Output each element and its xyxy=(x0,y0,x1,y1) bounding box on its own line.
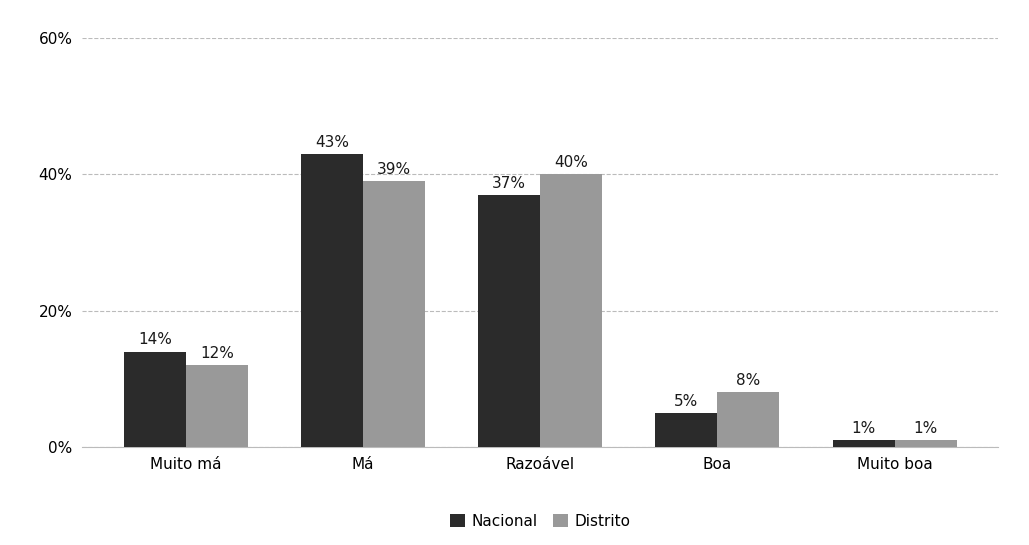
Text: 37%: 37% xyxy=(492,175,526,191)
Text: 40%: 40% xyxy=(555,155,589,170)
Bar xyxy=(540,174,602,447)
Bar xyxy=(363,181,425,447)
Text: 43%: 43% xyxy=(315,135,349,150)
Bar xyxy=(123,352,186,447)
Bar xyxy=(894,440,957,447)
Text: 5%: 5% xyxy=(674,393,699,409)
Bar xyxy=(655,413,717,447)
Text: 1%: 1% xyxy=(851,421,876,436)
Bar xyxy=(478,195,540,447)
Text: 8%: 8% xyxy=(736,373,760,388)
Bar xyxy=(186,365,248,447)
Text: 1%: 1% xyxy=(914,421,937,436)
Bar xyxy=(832,440,894,447)
Text: 39%: 39% xyxy=(377,162,412,177)
Bar xyxy=(301,154,363,447)
Text: 14%: 14% xyxy=(138,332,172,348)
Bar xyxy=(717,392,779,447)
Text: 12%: 12% xyxy=(200,346,234,361)
Legend: Nacional, Distrito: Nacional, Distrito xyxy=(445,508,636,535)
